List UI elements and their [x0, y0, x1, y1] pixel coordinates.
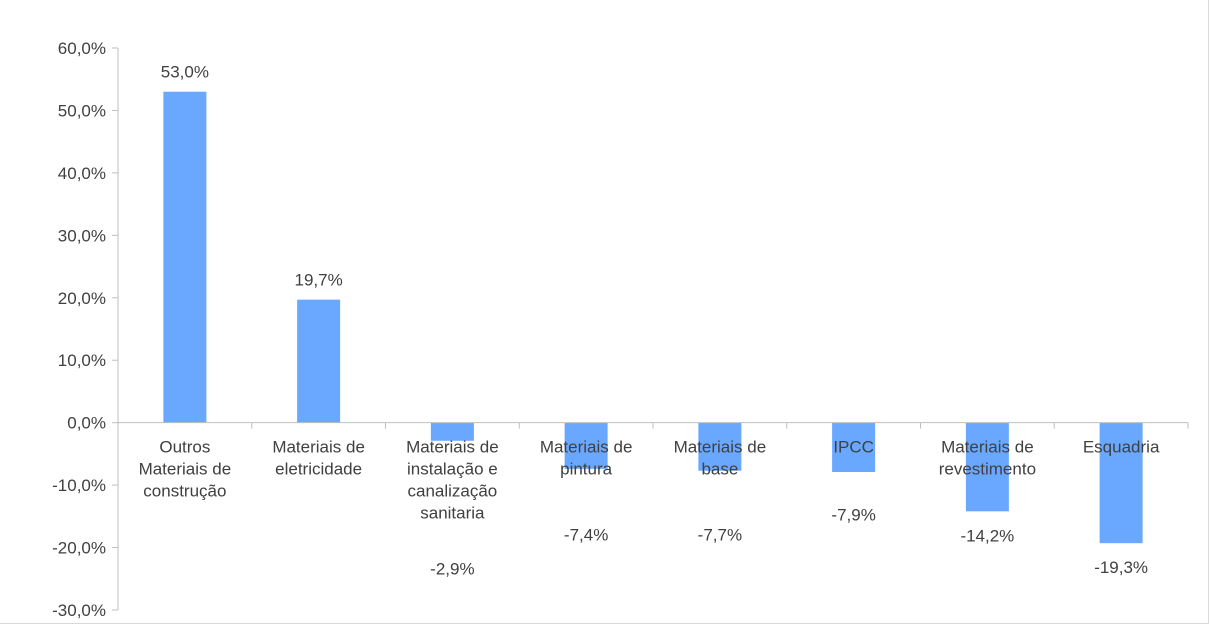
bar [564, 422, 608, 469]
x-category-label: Esquadria [1083, 438, 1160, 457]
y-tick-label: 30,0% [58, 226, 106, 245]
data-label: -7,7% [698, 526, 742, 545]
x-category-label: IPCC [833, 438, 874, 457]
y-axis: 60,0% 50,0% 40,0% 30,0% 20,0% 10,0% 0,0% -10,0%… [52, 39, 119, 620]
bars [163, 91, 1143, 544]
y-tick-label: 20,0% [58, 289, 106, 308]
data-label: -7,4% [564, 526, 608, 545]
y-tick-label: -30,0% [52, 601, 106, 620]
x-category-label: construção [143, 482, 226, 501]
y-tick-label: 0,0% [67, 414, 106, 433]
data-label: -2,9% [430, 560, 474, 579]
data-labels: 53,0% 19,7% -2,9% -7,4% -7,7% -7,9% -14,2% -19,… [161, 63, 1148, 579]
data-label: -19,3% [1094, 558, 1148, 577]
x-category-label: Materiais de [674, 438, 767, 457]
x-category-label: Outros [159, 438, 210, 457]
x-axis: Outros Materiais de construção Materiais de… [117, 422, 1189, 523]
x-category-label: pintura [560, 460, 613, 479]
y-tick-label: -20,0% [52, 539, 106, 558]
y-tick-label: 10,0% [58, 351, 106, 370]
bar [297, 299, 341, 423]
y-tick-label: 40,0% [58, 164, 106, 183]
y-tick-label: 50,0% [58, 101, 106, 120]
data-label: 19,7% [295, 271, 343, 290]
bar [832, 422, 876, 472]
data-label: -7,9% [831, 506, 875, 525]
bar [965, 422, 1009, 512]
bar [430, 422, 474, 441]
data-label: 53,0% [161, 63, 209, 82]
x-category-label: Materiais de [139, 460, 232, 479]
x-category-label: instalação e [407, 460, 498, 479]
x-category-label: base [701, 460, 738, 479]
y-tick-label: -10,0% [52, 476, 106, 495]
x-category-label: Materiais de [941, 438, 1034, 457]
bar [698, 422, 742, 471]
x-category-label: Materiais de [540, 438, 633, 457]
x-category-label: Materiais de [406, 438, 499, 457]
bar [163, 91, 207, 423]
x-category-label: Materiais de [272, 438, 365, 457]
x-category-label: eletricidade [275, 460, 362, 479]
bar [1099, 422, 1143, 544]
x-category-label: sanitaria [420, 504, 485, 523]
x-category-label: revestimento [939, 460, 1036, 479]
x-category-label: canalização [407, 482, 497, 501]
data-label: -14,2% [960, 526, 1014, 545]
y-tick-label: 60,0% [58, 39, 106, 58]
